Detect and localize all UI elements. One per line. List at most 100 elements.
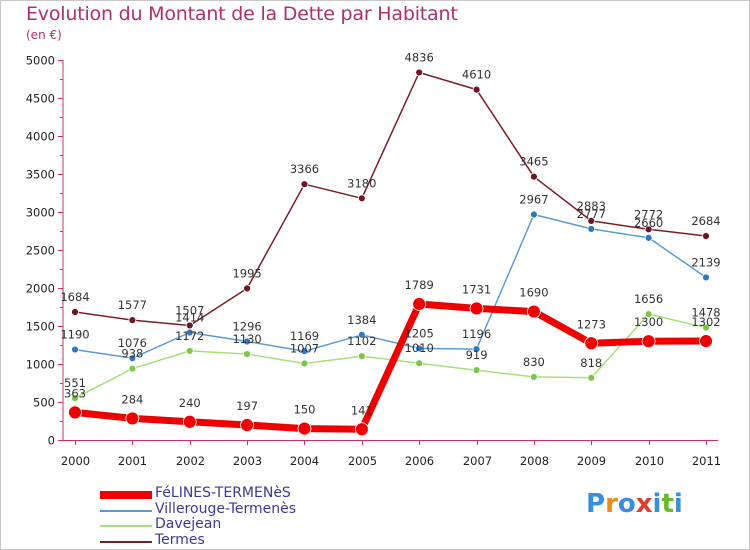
data-point	[125, 411, 140, 426]
data-label: 2967	[519, 193, 548, 207]
x-tick-label: 2002	[176, 454, 205, 468]
data-point	[584, 336, 599, 351]
data-point	[357, 330, 366, 339]
x-tick-label: 2006	[405, 454, 434, 468]
data-label: 1577	[118, 298, 147, 312]
data-label: 830	[523, 355, 545, 369]
data-point	[128, 354, 137, 363]
data-point	[644, 233, 653, 242]
data-label: 2772	[634, 207, 663, 221]
data-point	[415, 344, 424, 353]
data-label: 1130	[232, 332, 261, 346]
data-label: 150	[293, 403, 315, 417]
data-point	[128, 316, 137, 325]
data-label: 1196	[462, 327, 491, 341]
data-label: 1507	[175, 303, 204, 317]
y-tick-label: 4500	[26, 92, 55, 106]
data-point	[469, 301, 484, 316]
logo-letter: r	[605, 489, 618, 519]
data-point	[641, 334, 656, 349]
logo-letter: i	[673, 489, 683, 519]
y-tick-label: 4000	[26, 130, 55, 144]
chart-unit-label: (en €)	[26, 28, 62, 42]
data-label: 1384	[347, 313, 376, 327]
data-label: 2660	[634, 216, 663, 230]
logo-letter: P	[586, 489, 606, 519]
data-point	[702, 273, 710, 282]
data-label: 1656	[634, 292, 663, 306]
legend-swatch	[100, 509, 152, 512]
x-tick-label: 2004	[290, 454, 319, 468]
data-label: 1690	[519, 286, 548, 300]
legend-label: FéLINES-TERMENèS	[155, 485, 291, 501]
data-point	[587, 225, 596, 233]
data-point	[68, 405, 82, 420]
data-label: 4610	[462, 68, 491, 82]
data-point	[530, 172, 538, 181]
data-point	[243, 284, 251, 293]
series-line	[71, 300, 710, 433]
data-label: 1076	[118, 336, 147, 350]
data-label: 919	[466, 348, 488, 362]
data-label: 2777	[577, 207, 606, 221]
data-point	[185, 347, 194, 355]
y-tick-label: 5000	[26, 54, 55, 68]
data-label: 1169	[290, 329, 319, 343]
logo-letter: o	[617, 489, 636, 519]
data-label: 1102	[347, 334, 376, 348]
series-line	[74, 213, 707, 359]
x-tick-label: 2003	[233, 454, 262, 468]
y-tick-label: 1000	[26, 358, 55, 372]
data-point	[472, 85, 481, 94]
data-point	[587, 373, 596, 382]
data-point	[702, 323, 710, 332]
legend-swatch	[100, 540, 152, 543]
data-point	[357, 194, 366, 203]
logo-letter: t	[661, 489, 674, 519]
logo-letter: x	[635, 489, 653, 519]
data-point	[412, 297, 427, 311]
data-label: 1995	[232, 266, 261, 280]
data-label: 3180	[347, 176, 376, 190]
data-label: 1731	[462, 282, 491, 296]
legend-label: Davejean	[155, 516, 222, 532]
data-label: 1789	[405, 278, 434, 292]
proxiti-logo: Proxiti	[586, 489, 683, 519]
x-tick-label: 2005	[348, 454, 377, 468]
legend-label: Termes	[155, 531, 205, 548]
data-point	[699, 334, 713, 348]
data-label: 1273	[577, 317, 606, 331]
data-point	[644, 225, 653, 234]
legend-label: Villerouge-Termenès	[155, 500, 297, 517]
data-label: 240	[179, 396, 201, 410]
x-tick-label: 2000	[61, 454, 90, 468]
data-point	[297, 421, 312, 436]
y-tick-label: 500	[33, 396, 55, 410]
data-label: 1300	[634, 315, 663, 329]
x-tick-label: 2001	[118, 454, 147, 468]
x-tick-label: 2009	[577, 454, 606, 468]
data-label: 141	[351, 403, 373, 417]
x-tick-label: 2007	[463, 454, 492, 468]
data-point	[71, 345, 79, 354]
data-point	[472, 345, 481, 354]
data-label: 2139	[691, 255, 720, 269]
data-label: 1007	[290, 341, 319, 355]
data-label: 363	[64, 386, 86, 400]
y-tick-label: 2500	[26, 244, 55, 258]
data-label: 4836	[405, 50, 434, 64]
data-point	[472, 366, 481, 375]
data-point	[354, 422, 369, 437]
data-point	[702, 232, 710, 240]
data-point	[71, 394, 79, 403]
data-point	[243, 350, 251, 359]
data-point	[128, 364, 137, 373]
series-line	[74, 71, 707, 327]
data-label: 1172	[175, 329, 204, 343]
y-tick-label: 1500	[26, 320, 55, 334]
data-point	[530, 210, 538, 219]
data-point	[243, 337, 251, 346]
data-point	[644, 310, 653, 319]
